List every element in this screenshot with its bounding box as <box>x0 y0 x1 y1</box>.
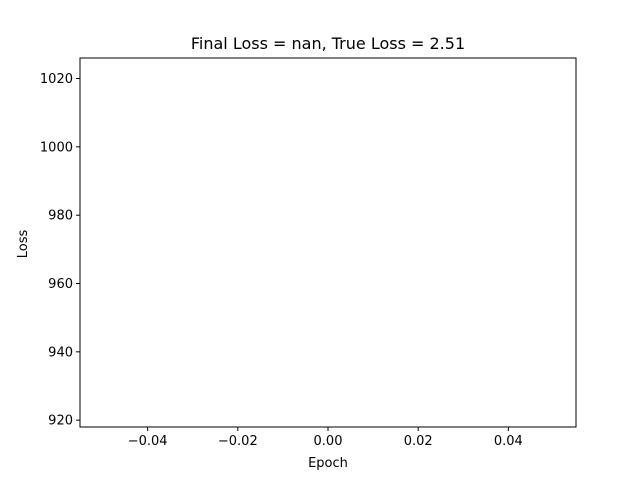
x-axis-ticks: −0.04 −0.02 0.00 0.02 0.04 <box>128 427 523 449</box>
y-tick-label: 920 <box>48 414 73 429</box>
y-tick-label: 1020 <box>40 72 73 87</box>
y-axis-ticks: 920 940 960 980 1000 1020 <box>40 72 80 429</box>
chart-title: Final Loss = nan, True Loss = 2.51 <box>191 34 465 53</box>
y-tick-label: 1000 <box>40 140 73 155</box>
x-tick-label: 0.04 <box>494 434 523 449</box>
plot-area <box>80 58 576 427</box>
x-tick-label: 0.00 <box>314 434 343 449</box>
y-tick-label: 940 <box>48 345 73 360</box>
plot-frame <box>79 57 577 428</box>
x-axis-label: Epoch <box>308 456 348 471</box>
y-axis-label: Loss <box>16 230 31 259</box>
x-tick-label: −0.04 <box>128 434 168 449</box>
y-tick-label: 980 <box>48 209 73 224</box>
x-tick-label: −0.02 <box>218 434 258 449</box>
y-tick-label: 960 <box>48 277 73 292</box>
x-tick-label: 0.02 <box>404 434 433 449</box>
